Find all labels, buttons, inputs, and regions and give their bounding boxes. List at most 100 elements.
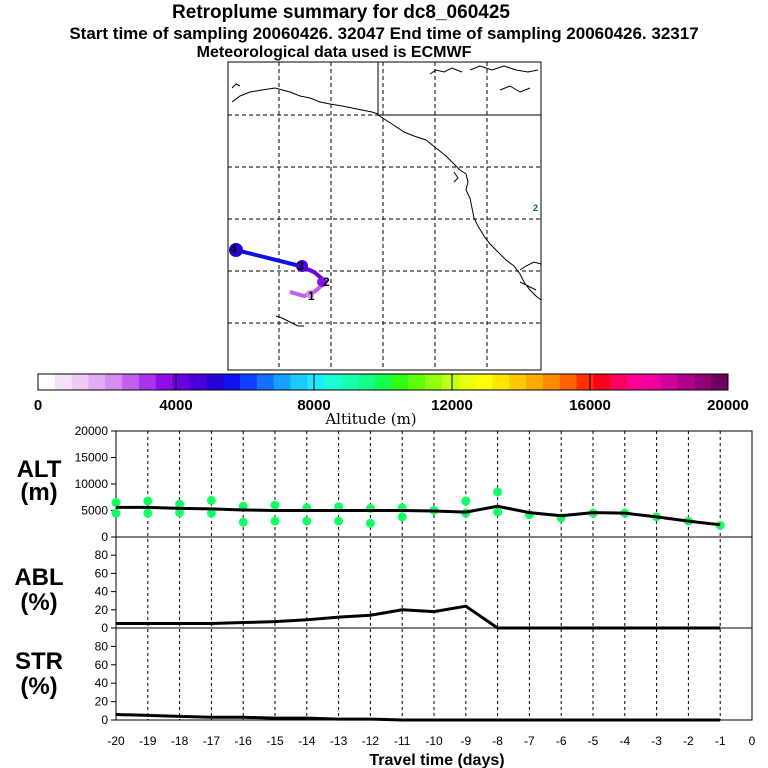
alt-scatter-point	[365, 518, 375, 528]
alt-scatter-point	[206, 495, 216, 505]
x-tick-label: -17	[203, 734, 221, 748]
alt-scatter-point	[334, 516, 344, 526]
alt-scatter-point	[111, 498, 121, 508]
y-tick-label: 40	[95, 585, 109, 599]
alt-scatter-point	[493, 507, 503, 517]
x-tick-label: -5	[588, 734, 599, 748]
plume-marker-1	[306, 290, 314, 298]
x-tick-label: -3	[651, 734, 662, 748]
colorbar-cell	[122, 374, 140, 390]
colorbar-cell	[408, 374, 426, 390]
alt-scatter-point	[302, 516, 312, 526]
y-tick-label: 10000	[75, 477, 109, 491]
colorbar-cell	[71, 374, 89, 390]
x-tick-label: -1	[715, 734, 726, 748]
alt-scatter-point	[493, 487, 503, 497]
colorbar: 0 4000 8000 12000 16000 20000 Altitude (m)	[34, 373, 749, 428]
y-tick-label: 40	[95, 676, 109, 690]
x-tick-label: -19	[139, 734, 157, 748]
colorbar-cell	[509, 374, 527, 390]
y-tick-label: 15000	[75, 451, 109, 465]
time-series-panels: 20000 15000 10000 5000 0 80 60 40 20 0 80 60 40 20 0 -…	[75, 424, 756, 748]
colorbar-cell	[290, 374, 308, 390]
y-tick-label: 60	[95, 566, 109, 580]
x-tick-label: -16	[235, 734, 253, 748]
met-data-line: Meteorological data used is ECMWF	[196, 44, 472, 61]
colorbar-cell	[610, 374, 628, 390]
colorbar-cell	[340, 374, 359, 390]
alt-panel-units: (m)	[20, 479, 57, 506]
colorbar-cell	[694, 374, 712, 390]
plume-mid-marker	[296, 260, 308, 272]
colorbar-cell	[559, 374, 578, 390]
y-tick-label: 20	[95, 603, 109, 617]
x-tick-label: -4	[619, 734, 630, 748]
colorbar-cell	[324, 374, 342, 390]
chart-title: Retroplume summary for dc8_060425	[172, 2, 510, 23]
colorbar-cell	[54, 374, 73, 390]
colorbar-cell	[307, 374, 325, 390]
colorbar-label: Altitude (m)	[324, 410, 416, 428]
x-tick-label: 0	[749, 734, 756, 748]
colorbar-cell	[441, 374, 460, 390]
str-panel-title: STR	[15, 648, 63, 675]
y-tick-label: 0	[101, 621, 108, 635]
colorbar-tick-label: 0	[34, 397, 42, 414]
alt-scatter-point	[461, 496, 471, 506]
colorbar-cell	[256, 374, 275, 390]
colorbar-cell	[593, 374, 611, 390]
coastline	[231, 62, 542, 327]
str-panel-units: (%)	[20, 673, 57, 700]
colorbar-cell	[660, 374, 679, 390]
sampling-times: Start time of sampling 20060426. 32047 E…	[69, 24, 699, 43]
colorbar-cell	[391, 374, 409, 390]
alt-scatter-point	[270, 516, 280, 526]
colorbar-tick-label: 16000	[569, 397, 611, 414]
colorbar-cell	[492, 374, 510, 390]
colorbar-cell	[425, 374, 443, 390]
alt-scatter-point	[111, 508, 121, 518]
alt-scatter-point	[175, 499, 185, 509]
colorbar-cell	[475, 374, 493, 390]
colorbar-cell	[542, 374, 561, 390]
y-tick-label: 60	[95, 658, 109, 672]
alt-mean-line	[116, 504, 721, 527]
abl-panel-units: (%)	[20, 589, 57, 616]
x-tick-label: -20	[107, 734, 125, 748]
alt-scatter-point	[143, 496, 153, 506]
x-tick-label: -7	[524, 734, 535, 748]
map-panel: 4 3 2 1 2	[227, 61, 542, 371]
colorbar-cell	[206, 374, 224, 390]
colorbar-cell	[458, 374, 477, 390]
alt-scatter-point	[397, 512, 407, 522]
alt-scatter-point	[206, 508, 216, 518]
x-tick-label: -12	[362, 734, 380, 748]
colorbar-cell	[374, 374, 392, 390]
x-tick-label: -8	[492, 734, 503, 748]
colorbar-cell	[357, 374, 376, 390]
x-tick-label: -2	[683, 734, 694, 748]
colorbar-frame	[37, 373, 729, 391]
alt-scatter-point	[270, 500, 280, 510]
alt-scatter-point	[238, 517, 248, 527]
colorbar-tick-label: 8000	[297, 397, 330, 414]
y-tick-label: 0	[101, 713, 108, 727]
colorbar-cell	[38, 374, 56, 390]
colorbar-cell	[88, 374, 106, 390]
y-tick-label: 80	[95, 639, 109, 653]
plume-label-2: 2	[323, 275, 330, 289]
plume-label-3: 3	[297, 259, 304, 273]
colorbar-cell	[138, 374, 157, 390]
plume-start-marker	[229, 243, 243, 257]
colorbar-cell	[273, 374, 291, 390]
y-tick-label: 20000	[75, 424, 109, 438]
y-tick-label: 0	[101, 530, 108, 544]
colorbar-cell	[526, 374, 544, 390]
y-tick-label: 5000	[81, 504, 108, 518]
abl-panel-title: ABL	[14, 564, 63, 591]
abl-line	[116, 604, 721, 630]
colorbar-cell	[627, 374, 645, 390]
x-tick-label: -11	[394, 734, 411, 748]
x-tick-label: -10	[425, 734, 443, 748]
